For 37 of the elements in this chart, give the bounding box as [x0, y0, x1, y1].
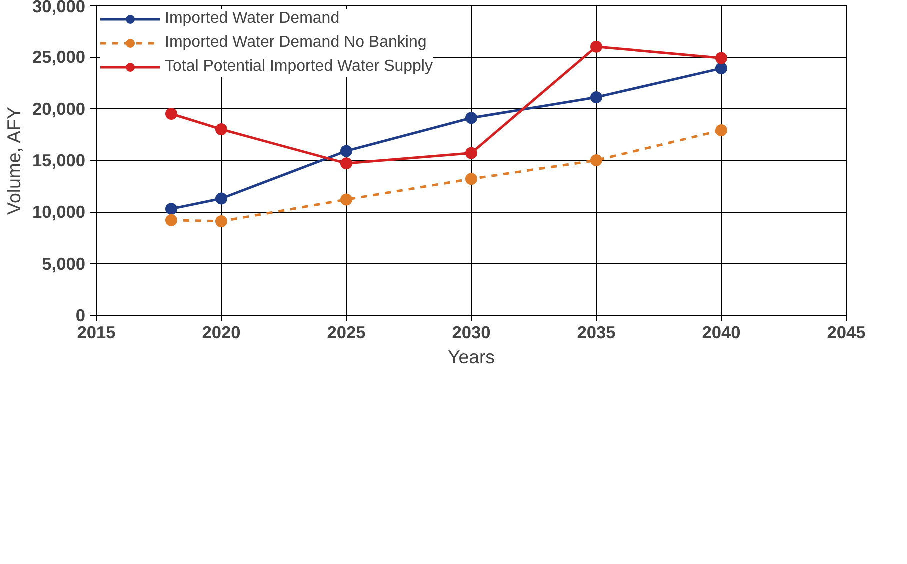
y-tick-label: 20,000 [32, 98, 86, 119]
point [716, 62, 728, 75]
point [166, 214, 178, 226]
point [590, 91, 602, 104]
x-tick-label: 2015 [77, 322, 116, 342]
x-tick-label: 2020 [202, 322, 241, 342]
legend-label: Imported Water Demand [165, 10, 340, 28]
point [340, 145, 352, 158]
point [466, 173, 478, 186]
x-tick-label: 2035 [577, 322, 616, 342]
point [590, 40, 602, 53]
x-tick-label: 2025 [327, 322, 366, 342]
y-tick-label: 0 [76, 306, 86, 326]
point [340, 194, 352, 206]
y-axis-title: Volume, AFY [4, 106, 24, 215]
legend-label: Imported Water Demand No Banking [165, 34, 427, 52]
point [216, 215, 228, 228]
y-tick-label: 15,000 [32, 150, 86, 170]
point [166, 203, 178, 216]
x-tick-label: 2045 [827, 322, 866, 342]
point [716, 52, 728, 64]
point [340, 158, 352, 170]
legend-label: Total Potential Imported Water Supply [165, 58, 433, 76]
point [466, 112, 478, 124]
point [716, 124, 728, 137]
x-axis-title: Years [448, 346, 496, 368]
point [216, 124, 228, 136]
y-tick-label: 25,000 [32, 47, 86, 68]
point [466, 147, 478, 160]
x-tick-label: 2040 [702, 322, 741, 342]
y-tick-label: 30,000 [32, 0, 86, 16]
x-tick-label: 2030 [452, 322, 491, 342]
y-tick-label: 5,000 [42, 254, 86, 274]
y-tick-label: 10,000 [32, 202, 86, 222]
point [216, 192, 228, 205]
point [166, 108, 178, 120]
point [590, 154, 602, 166]
